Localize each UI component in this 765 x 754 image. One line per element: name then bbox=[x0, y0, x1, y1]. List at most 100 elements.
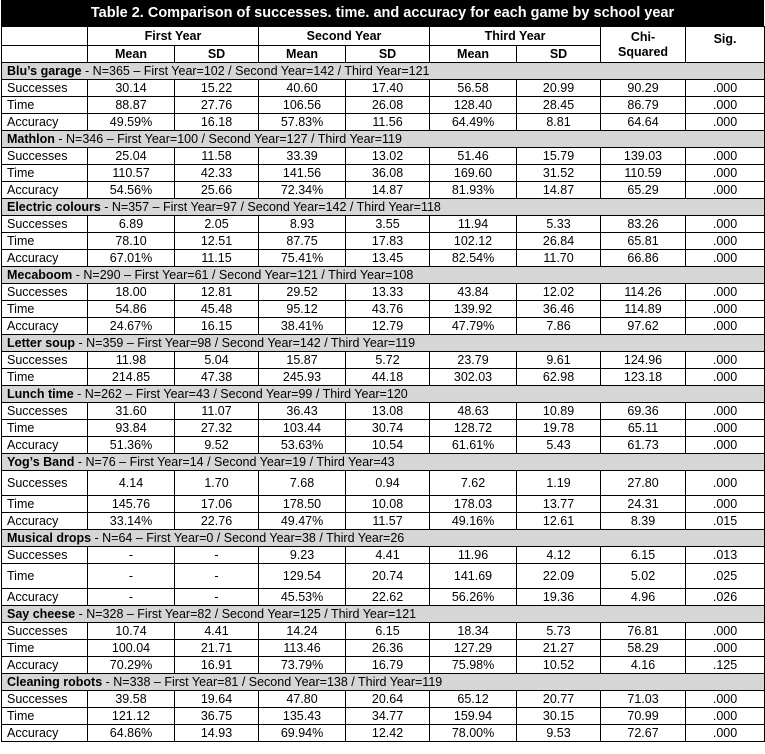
row-label: Successes bbox=[1, 402, 88, 420]
row-label: Accuracy bbox=[1, 512, 88, 530]
second-year-mean-cell: 47.80 bbox=[258, 690, 347, 708]
first-year-sd-cell: 15.22 bbox=[173, 79, 260, 97]
first-year-mean-cell: 54.86 bbox=[87, 300, 175, 318]
row-label: Accuracy bbox=[1, 181, 88, 199]
row-label: Accuracy bbox=[1, 317, 88, 335]
first-year-sd-cell: 19.64 bbox=[173, 690, 260, 708]
chi-squared-value-cell: 8.39 bbox=[600, 512, 687, 530]
game-header-cell: Mecaboom - N=290 – First Year=61 / Secon… bbox=[0, 266, 765, 284]
sig-value-cell: .000 bbox=[685, 283, 765, 301]
game-header-row: Electric colours - N=357 – First Year=97… bbox=[0, 198, 765, 216]
game-sample-info: - N=346 – First Year=100 / Second Year=1… bbox=[54, 132, 402, 146]
header-sig: Sig. bbox=[685, 26, 765, 63]
second-year-sd-cell: 12.42 bbox=[345, 724, 431, 742]
chi-squared-value-cell: 61.73 bbox=[600, 436, 687, 454]
third-year-sd-cell: 4.12 bbox=[516, 546, 602, 564]
third-year-sd-cell: 9.61 bbox=[516, 351, 602, 369]
first-year-sd-cell: 11.58 bbox=[173, 147, 260, 165]
table-row: Accuracy 54.56% 25.66 72.34% 14.87 81.93% 14.8… bbox=[1, 181, 765, 199]
third-year-sd-cell: 22.09 bbox=[516, 563, 602, 589]
first-year-mean-cell: 93.84 bbox=[87, 419, 175, 437]
chi-squared-value-cell: 4.96 bbox=[600, 588, 687, 606]
first-year-sd-cell: - bbox=[173, 588, 260, 606]
third-year-sd-cell: 28.45 bbox=[516, 96, 602, 114]
second-year-mean-cell: 8.93 bbox=[258, 215, 347, 233]
game-header-row: Say cheese - N=328 – First Year=82 / Sec… bbox=[0, 605, 765, 623]
row-label: Accuracy bbox=[1, 724, 88, 742]
table-row: Successes - -9.23 4.41 11.96 4.12 6.15.013 bbox=[1, 546, 765, 564]
third-year-sd-cell: 14.87 bbox=[516, 181, 602, 199]
game-header-cell: Electric colours - N=357 – First Year=97… bbox=[0, 198, 765, 216]
first-year-mean-cell: 4.14 bbox=[87, 470, 175, 496]
second-year-sd-cell: 30.74 bbox=[345, 419, 431, 437]
sig-value-cell: .000 bbox=[685, 402, 765, 420]
second-year-sd-cell: 22.62 bbox=[345, 588, 431, 606]
first-year-sd-cell: 14.93 bbox=[173, 724, 260, 742]
third-year-mean-cell: 141.69 bbox=[429, 563, 518, 589]
chi-squared-value-cell: 4.16 bbox=[600, 656, 687, 674]
second-year-mean-cell: 135.43 bbox=[258, 707, 347, 725]
sig-value-cell: .025 bbox=[685, 563, 765, 589]
second-year-sd-cell: 26.36 bbox=[345, 639, 431, 657]
chi-squared-value-cell: 64.64 bbox=[600, 113, 687, 131]
third-year-mean-cell: 128.72 bbox=[429, 419, 518, 437]
second-year-mean-cell: 69.94% bbox=[258, 724, 347, 742]
second-year-mean-cell: 245.93 bbox=[258, 368, 347, 386]
first-year-mean-cell: - bbox=[87, 546, 175, 564]
game-sample-info: - N=338 – First Year=81 / Second Year=13… bbox=[102, 675, 443, 689]
second-year-sd-cell: 13.08 bbox=[345, 402, 431, 420]
chi-squared-value-cell: 5.02 bbox=[600, 563, 687, 589]
header-row-stats: Mean SD Mean SD Mean SD bbox=[1, 45, 765, 63]
sig-value-cell: .000 bbox=[685, 436, 765, 454]
table-row: Successes 4.14 1.70 7.68 0.94 7.62 1.19 27.80.0… bbox=[1, 470, 765, 496]
third-year-sd-cell: 12.61 bbox=[516, 512, 602, 530]
chi-squared-value-cell: 86.79 bbox=[600, 96, 687, 114]
first-year-sd-cell: 12.81 bbox=[173, 283, 260, 301]
sig-value-cell: .026 bbox=[685, 588, 765, 606]
game-name: Mathlon bbox=[7, 132, 55, 146]
first-year-sd-cell: - bbox=[173, 563, 260, 589]
row-label: Accuracy bbox=[1, 656, 88, 674]
second-year-mean-cell: 38.41% bbox=[258, 317, 347, 335]
table-row: Successes 30.14 15.22 40.60 17.40 56.58 20.99 9… bbox=[1, 79, 765, 97]
first-year-sd-cell: 16.91 bbox=[173, 656, 260, 674]
second-year-sd-cell: 17.83 bbox=[345, 232, 431, 250]
chi-squared-value-cell: 58.29 bbox=[600, 639, 687, 657]
chi-squared-value-cell: 83.26 bbox=[600, 215, 687, 233]
second-year-sd-cell: 0.94 bbox=[345, 470, 431, 496]
first-year-sd-cell: 11.07 bbox=[173, 402, 260, 420]
table-title: Table 2. Comparison of successes. time. … bbox=[1, 0, 764, 26]
third-year-mean-cell: 23.79 bbox=[429, 351, 518, 369]
third-year-mean-cell: 43.84 bbox=[429, 283, 518, 301]
second-year-sd-cell: 4.41 bbox=[345, 546, 431, 564]
first-year-mean-cell: 25.04 bbox=[87, 147, 175, 165]
first-year-sd-cell: 42.33 bbox=[173, 164, 260, 182]
first-year-mean-cell: 121.12 bbox=[87, 707, 175, 725]
third-year-sd-cell: 1.19 bbox=[516, 470, 602, 496]
table-row: Time 54.86 45.48 95.12 43.76 139.92 36.46 114.8… bbox=[1, 300, 765, 318]
first-year-mean-cell: 33.14% bbox=[87, 512, 175, 530]
chi-squared-value-cell: 139.03 bbox=[600, 147, 687, 165]
third-year-mean-cell: 56.26% bbox=[429, 588, 518, 606]
second-year-mean-cell: 75.41% bbox=[258, 249, 347, 267]
third-year-mean-cell: 128.40 bbox=[429, 96, 518, 114]
third-year-sd-cell: 62.98 bbox=[516, 368, 602, 386]
first-year-mean-cell: 100.04 bbox=[87, 639, 175, 657]
third-year-mean-cell: 102.12 bbox=[429, 232, 518, 250]
row-label: Successes bbox=[1, 79, 88, 97]
first-year-mean-cell: 64.86% bbox=[87, 724, 175, 742]
first-year-sd-cell: 16.18 bbox=[173, 113, 260, 131]
row-label: Successes bbox=[1, 351, 88, 369]
first-year-mean-cell: 88.87 bbox=[87, 96, 175, 114]
first-year-mean-cell: 145.76 bbox=[87, 495, 175, 513]
third-year-mean-cell: 302.03 bbox=[429, 368, 518, 386]
sig-value-cell: .000 bbox=[685, 470, 765, 496]
game-name: Letter soup bbox=[7, 336, 76, 350]
row-label: Time bbox=[1, 563, 88, 589]
table-row: Time 88.87 27.76 106.56 26.08 128.40 28.45 86.7… bbox=[1, 96, 765, 114]
sig-value-cell: .000 bbox=[685, 351, 765, 369]
row-label: Time bbox=[1, 368, 88, 386]
second-year-mean-cell: 7.68 bbox=[258, 470, 347, 496]
table-row: Successes 25.04 11.58 33.39 13.02 51.46 15.79 1… bbox=[1, 147, 765, 165]
first-year-sd-cell: 45.48 bbox=[173, 300, 260, 318]
